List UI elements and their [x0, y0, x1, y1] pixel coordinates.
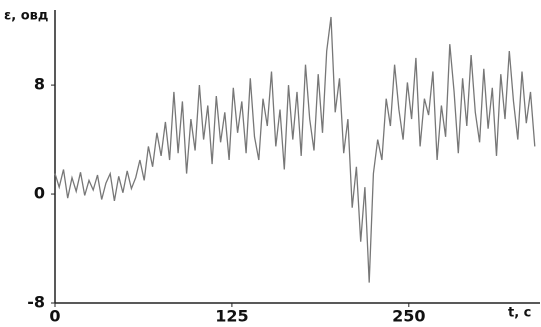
- x-tick-label: 125: [215, 307, 248, 326]
- y-tick-label: 8: [34, 75, 45, 94]
- y-axis-label: ε, овд: [4, 9, 48, 24]
- y-tick-label: -8: [27, 293, 45, 312]
- x-tick-label: 250: [392, 307, 425, 326]
- x-tick-label: 0: [49, 307, 60, 326]
- data-line: [54, 16, 536, 283]
- x-axis-label: t, c: [508, 306, 531, 321]
- y-tick-label: 0: [34, 184, 45, 203]
